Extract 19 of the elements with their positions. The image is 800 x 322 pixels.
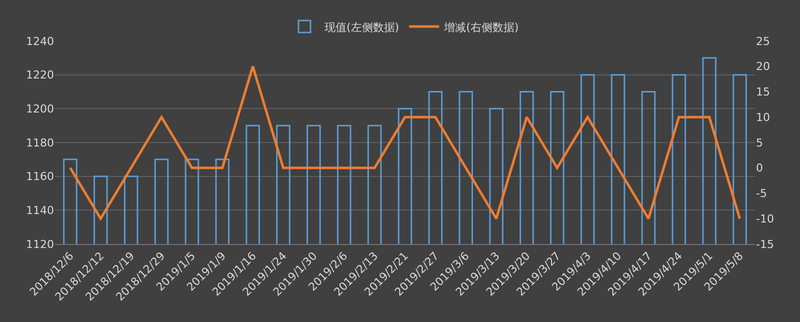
- legend-label: 增减(右侧数据): [443, 20, 519, 34]
- y-tick-label: 1120: [26, 238, 54, 251]
- y2-tick-label: 0: [756, 162, 763, 175]
- y-tick-label: 1200: [26, 102, 54, 116]
- y-tick-label: 1160: [26, 170, 54, 184]
- y2-tick-label: 5: [756, 136, 763, 150]
- legend-label: 现值(左侧数据): [324, 20, 400, 34]
- y2-tick-label: 20: [756, 60, 770, 74]
- line-series: [68, 65, 742, 220]
- y-tick-label: 1220: [26, 68, 54, 82]
- y2-tick-label: -15: [756, 238, 774, 251]
- y2-tick-label: 15: [756, 86, 770, 99]
- y2-tick-label: 25: [756, 34, 770, 48]
- y-tick-label: 1240: [26, 34, 54, 48]
- y2-tick-label: -5: [756, 187, 767, 200]
- y2-tick-label: 10: [756, 110, 770, 124]
- y2-tick-label: -10: [756, 212, 774, 226]
- y-tick-label: 1140: [26, 204, 54, 218]
- y-tick-label: 1180: [26, 136, 54, 150]
